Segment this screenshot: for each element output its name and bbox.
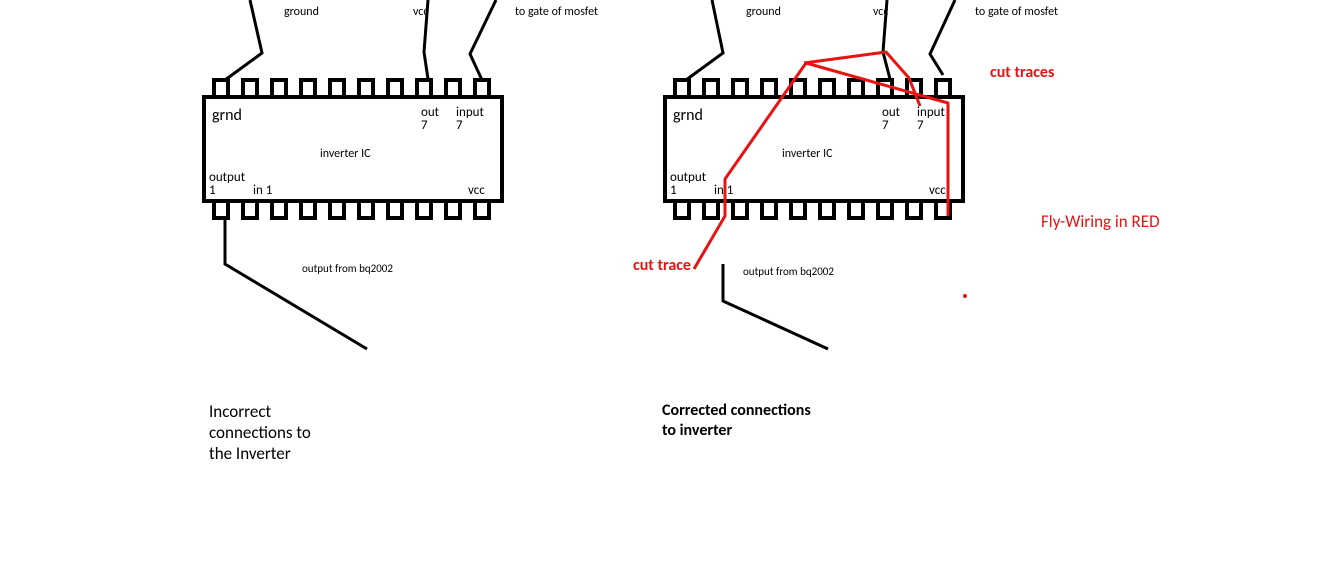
- label-output1b: 1: [670, 183, 677, 198]
- label-output1b: 1: [209, 183, 216, 198]
- label-bq: output from bq2002: [302, 262, 393, 275]
- label-in1: in 1: [714, 183, 733, 198]
- right-chip: [665, 0, 967, 349]
- label-grnd: grnd: [212, 106, 242, 125]
- label-fly-wiring-legend: Fly-Wiring in RED: [1041, 211, 1160, 232]
- left-chip: [204, 0, 502, 349]
- caption-left-l1: Incorrect: [209, 401, 271, 422]
- label-in7b: 7: [456, 118, 463, 133]
- label-bq: output from bq2002: [743, 265, 834, 278]
- wire-ground: [686, 0, 723, 80]
- label-inverter: inverter IC: [320, 147, 371, 161]
- label-in7b: 7: [917, 118, 924, 133]
- wire-mosfet: [470, 0, 496, 80]
- label-vcc-bot: vcc: [468, 183, 485, 198]
- label-mosfet: to gate of mosfet: [515, 5, 598, 19]
- wire-bq: [225, 218, 367, 349]
- label-vcc: vcc: [413, 5, 428, 19]
- label-cut-traces: cut traces: [990, 63, 1054, 82]
- label-ground: ground: [746, 5, 781, 19]
- label-vcc-bot: vcc: [929, 183, 946, 198]
- label-mosfet: to gate of mosfet: [975, 5, 1058, 19]
- caption-left-l3: the Inverter: [209, 443, 291, 464]
- wire-ground: [225, 0, 262, 80]
- label-grnd: grnd: [673, 106, 703, 125]
- caption-right-l2: to inverter: [662, 421, 732, 440]
- chip-pins-top: [214, 80, 489, 97]
- label-out7b: 7: [882, 118, 889, 133]
- label-vcc: vcc: [873, 5, 888, 19]
- chip-pins-bottom: [675, 201, 950, 218]
- wire-mosfet: [930, 0, 955, 75]
- diagram-canvas: [0, 0, 1339, 572]
- chip-pins-top: [675, 80, 950, 97]
- chip-pins-bottom: [214, 201, 489, 218]
- caption-left-l2: connections to: [209, 422, 311, 443]
- label-ground: ground: [284, 5, 319, 19]
- label-in1: in 1: [253, 183, 272, 198]
- label-out7b: 7: [421, 118, 428, 133]
- label-inverter: inverter IC: [782, 147, 833, 161]
- caption-right-l1: Corrected connections: [662, 401, 811, 420]
- label-cut-trace: cut trace: [633, 256, 691, 275]
- red-dot: [963, 294, 967, 298]
